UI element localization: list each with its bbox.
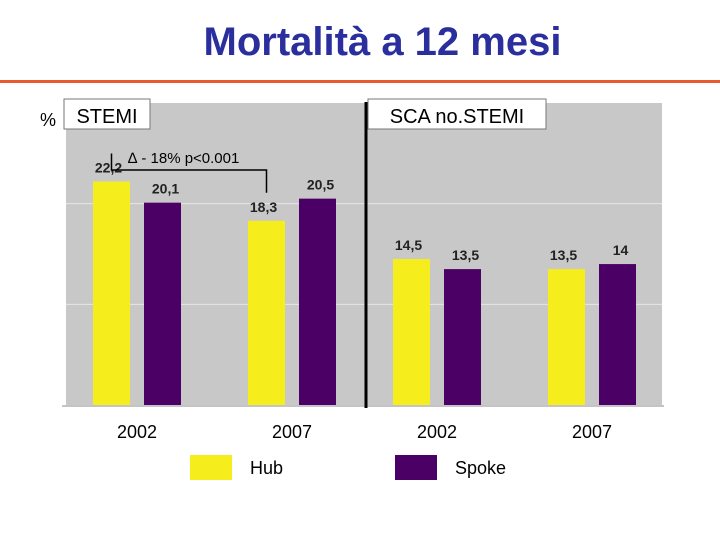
- slide-title: Mortalità a 12 mesi: [203, 20, 562, 64]
- panel-label-box-stemi: [63, 98, 151, 130]
- x-tick-label-sca-no-stemi-2002: 2002: [417, 422, 457, 442]
- data-label-sca-no-stemi-2002-hub: 14,5: [395, 237, 422, 253]
- panel-label-sca-no-stemi: SCA no.STEMI: [390, 106, 525, 128]
- bar-sca-no-stemi-2002-spoke: [444, 269, 481, 405]
- panel-label-box-sca-no-stemi: [367, 98, 547, 130]
- bar-sca-no-stemi-2002-hub: [393, 259, 430, 405]
- data-label-stemi-2002-hub: 22,2: [95, 160, 122, 176]
- legend-swatch-hub: [190, 455, 232, 480]
- data-label-sca-no-stemi-2007-spoke: 14: [613, 242, 629, 258]
- bar-stemi-2002-hub: [93, 181, 130, 405]
- bar-sca-no-stemi-2007-spoke: [599, 264, 636, 405]
- data-label-sca-no-stemi-2002-spoke: 13,5: [452, 247, 479, 263]
- y-unit-label: %: [40, 110, 56, 130]
- bar-sca-no-stemi-2007-hub: [548, 269, 585, 405]
- x-tick-label-stemi-2007: 2007: [272, 422, 312, 442]
- bar-stemi-2007-spoke: [299, 198, 336, 405]
- bar-stemi-2007-hub: [248, 220, 285, 405]
- panel-label-stemi: STEMI: [76, 106, 137, 128]
- legend-label-hub: Hub: [250, 458, 283, 478]
- legend-swatch-spoke: [395, 455, 437, 480]
- data-label-stemi-2007-spoke: 20,5: [307, 177, 334, 193]
- legend-label-spoke: Spoke: [455, 458, 506, 478]
- significance-bracket: [110, 153, 268, 193]
- significance-annotation: ∆ - 18% p<0.001: [128, 150, 239, 167]
- data-label-sca-no-stemi-2007-hub: 13,5: [550, 247, 577, 263]
- x-tick-label-stemi-2002: 2002: [117, 422, 157, 442]
- title-divider: [0, 80, 720, 83]
- bar-stemi-2002-spoke: [144, 202, 181, 405]
- data-label-stemi-2007-hub: 18,3: [250, 199, 277, 215]
- data-label-stemi-2002-spoke: 20,1: [152, 181, 179, 197]
- x-tick-label-sca-no-stemi-2007: 2007: [572, 422, 612, 442]
